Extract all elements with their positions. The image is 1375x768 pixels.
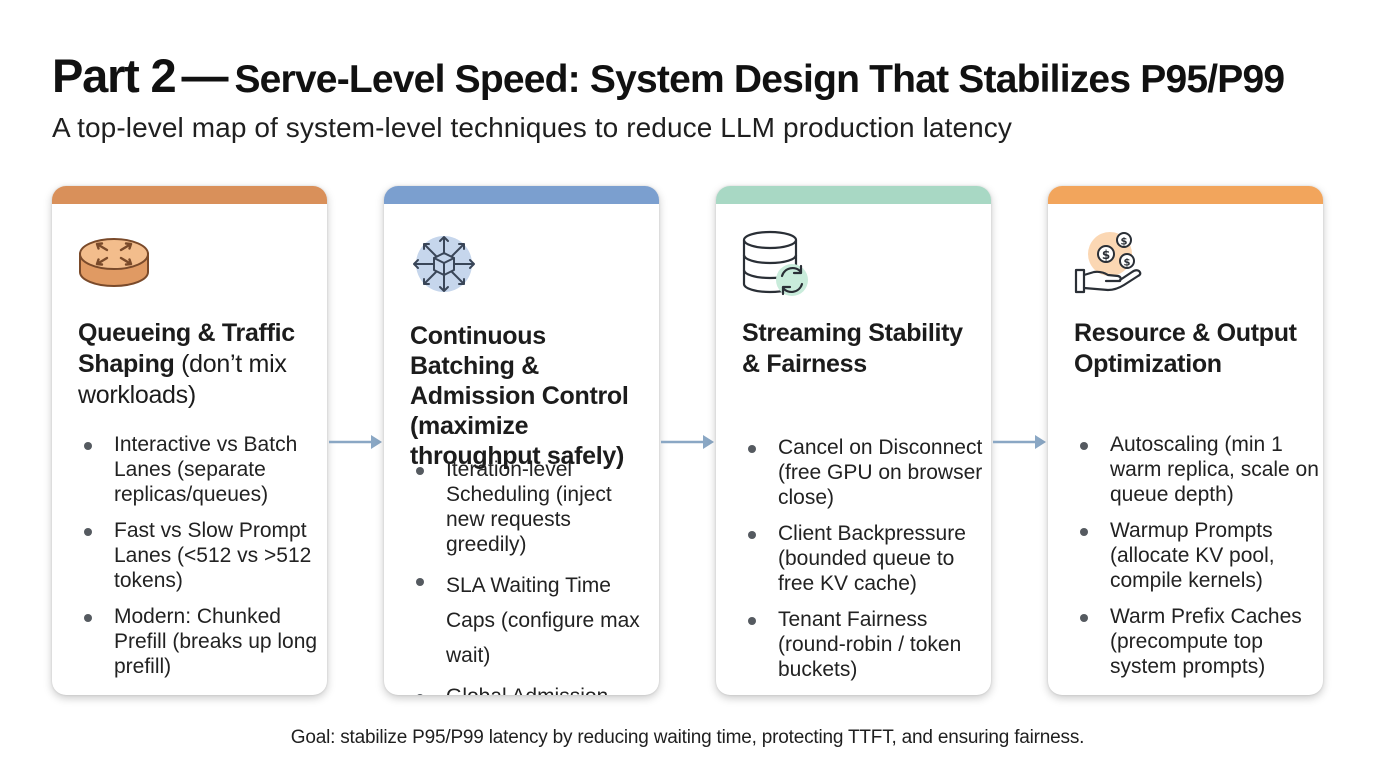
flow-arrow-icon — [661, 435, 714, 449]
svg-text:$: $ — [1121, 237, 1128, 248]
svg-text:$: $ — [1124, 258, 1131, 269]
bullet-list: Interactive vs Batch Lanes (separate rep… — [78, 432, 323, 690]
bullet-item: SLA Waiting Time Caps (configure max wai… — [410, 568, 655, 673]
flow-arrow-icon — [993, 435, 1046, 449]
bullet-item: Tenant Fairness (round-robin / token buc… — [742, 607, 987, 682]
card-batching: Continuous Batching & Admission Control … — [384, 186, 659, 695]
card-queueing: Queueing & Traffic Shaping (don’t mix wo… — [52, 186, 327, 695]
hand-coins-icon: $ $ $ — [1072, 228, 1152, 300]
card-accent-bar — [1048, 186, 1323, 204]
bullet-item: Client Backpressure (bounded queue to fr… — [742, 521, 987, 596]
bullet-list: Iteration-level Scheduling (inject new r… — [410, 457, 655, 695]
card-title: Queueing & Traffic Shaping (don’t mix wo… — [78, 318, 321, 411]
bullet-item: Interactive vs Batch Lanes (separate rep… — [78, 432, 323, 507]
bullet-item: Iteration-level Scheduling (inject new r… — [410, 457, 655, 557]
card-title: Resource & Output Optimization — [1074, 318, 1317, 380]
card-streaming: Streaming Stability & Fairness Cancel on… — [716, 186, 991, 695]
card-accent-bar — [716, 186, 991, 204]
network-cube-icon — [408, 228, 488, 300]
svg-text:$: $ — [1102, 248, 1110, 262]
bullet-item: Warm Prefix Caches (precompute top syste… — [1074, 604, 1319, 679]
database-sync-icon — [740, 228, 820, 300]
router-icon — [74, 228, 154, 300]
card-title-normal: (don’t mix workloads) — [78, 350, 287, 409]
bullet-item: Warmup Prompts (allocate KV pool, compil… — [1074, 518, 1319, 593]
title-dash: — — [181, 49, 229, 102]
card-title-bold: Queueing & Traffic Shaping — [78, 319, 295, 378]
card-resource: $ $ $ Resource & Output Optimization Aut… — [1048, 186, 1323, 695]
bullet-list: Cancel on Disconnect (free GPU on browse… — [742, 435, 987, 693]
bullet-item: Cancel on Disconnect (free GPU on browse… — [742, 435, 987, 510]
title-main-text: Serve-Level Speed: System Design That St… — [234, 58, 1285, 101]
card-accent-bar — [384, 186, 659, 204]
card-title-bold: Streaming Stability & Fairness — [742, 319, 963, 378]
bullet-item: Modern: Chunked Prefill (breaks up long … — [78, 604, 323, 679]
bullet-item: Autoscaling (min 1 warm replica, scale o… — [1074, 432, 1319, 507]
bullet-list: Autoscaling (min 1 warm replica, scale o… — [1074, 432, 1319, 690]
card-title: Continuous Batching & Admission Control … — [410, 321, 653, 471]
goal-footer: Goal: stabilize P95/P99 latency by reduc… — [290, 727, 1085, 748]
card-title-bold: Continuous Batching & Admission Control … — [410, 322, 629, 470]
card-title: Streaming Stability & Fairness — [742, 318, 985, 380]
card-accent-bar — [52, 186, 327, 204]
title-part-label: Part 2 — [52, 49, 177, 102]
bullet-item: Fast vs Slow Prompt Lanes (<512 vs >512 … — [78, 518, 323, 593]
page-title: Part 2— Serve-Level Speed: System Design … — [52, 48, 1285, 103]
bullet-item: Global Admission Control (fast 503 if qu… — [410, 684, 655, 695]
card-title-bold: Resource & Output Optimization — [1074, 319, 1297, 378]
page-subtitle: A top-level map of system-level techniqu… — [52, 112, 1013, 143]
flow-arrow-icon — [329, 435, 382, 449]
